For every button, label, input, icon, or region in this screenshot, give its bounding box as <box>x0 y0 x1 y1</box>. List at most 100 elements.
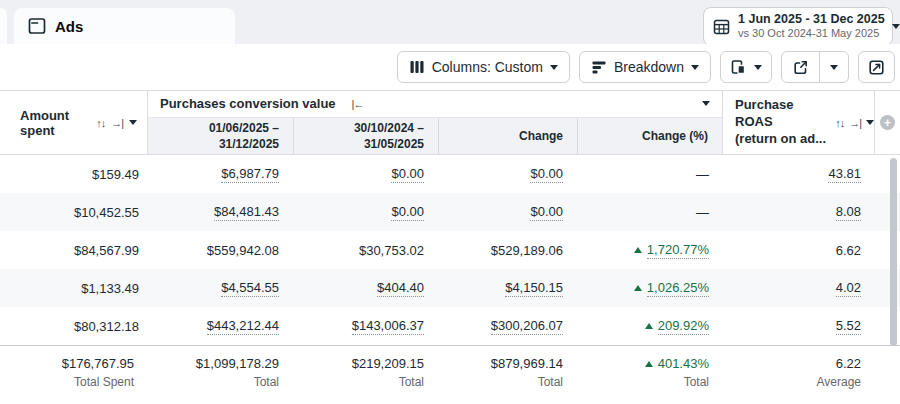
columns-button[interactable]: Columns: Custom <box>397 51 570 83</box>
date-range-primary: 1 Jun 2025 - 31 Dec 2025 <box>738 12 885 28</box>
cell-purchase-roas: 4.02 <box>723 269 875 307</box>
export-options-button[interactable] <box>820 52 848 82</box>
previous-period-line2: 31/05/2025 <box>364 136 424 152</box>
table-row: $80,312.18 $443,212.44 $143,006.37 $300,… <box>0 307 900 345</box>
pin-left-icon[interactable]: |← <box>352 98 364 110</box>
cell-current-value: $4,554.55 <box>148 269 293 307</box>
subcolumn-current-period[interactable]: 01/06/2025 – 31/12/2025 <box>148 118 293 154</box>
cell-change-percent: — <box>577 155 723 193</box>
chevron-down-icon[interactable] <box>866 120 874 125</box>
previous-period-line1: 30/10/2024 – <box>354 120 424 136</box>
subcolumn-change[interactable]: Change <box>438 118 577 154</box>
chevron-down-icon <box>892 24 900 29</box>
total-current-value: $1,099,178.29 Total <box>148 346 293 404</box>
reports-icon <box>730 59 747 76</box>
cell-previous-value: $30,753.02 <box>293 231 438 269</box>
chevron-down-icon <box>830 65 838 70</box>
table-row: $84,567.99 $559,942.08 $30,753.02 $529,1… <box>0 231 900 269</box>
cell-amount-spent: $159.49 <box>0 155 148 193</box>
window-icon <box>28 17 46 35</box>
vertical-scrollbar[interactable] <box>890 158 897 346</box>
subcolumn-previous-period[interactable]: 30/10/2024 – 31/05/2025 <box>293 118 438 154</box>
total-previous-value: $219,209.15 Total <box>293 346 438 404</box>
cell-change-percent: 1,720.77% <box>577 231 723 269</box>
ads-manager-report: Ads 1 Jun 2025 - 31 Dec 2025 vs 30 Oct 2… <box>0 0 900 404</box>
trend-up-icon <box>645 323 653 329</box>
roas-header-line1: Purchase ROAS <box>735 97 828 131</box>
cell-amount-spent: $84,567.99 <box>0 231 148 269</box>
cell-previous-value: $0.00 <box>293 155 438 193</box>
reports-button[interactable] <box>720 51 772 83</box>
current-period-line2: 31/12/2025 <box>219 136 279 152</box>
table-row: $10,452.55 $84,481.43 $0.00 $0.00 — 8.08 <box>0 193 900 231</box>
add-column-icon[interactable]: + <box>880 115 895 130</box>
amount-spent-header-label: Amount spent <box>20 108 90 138</box>
freeze-column-icon[interactable]: →| <box>849 117 861 129</box>
subcolumn-change-percent[interactable]: Change (%) <box>577 118 722 154</box>
add-column-area: + <box>875 91 900 154</box>
cell-previous-value: $404.40 <box>293 269 438 307</box>
cell-change-percent: 209.92% <box>577 307 723 345</box>
total-change-percent: 401.43% Total <box>577 346 723 404</box>
cell-amount-spent: $10,452.55 <box>0 193 148 231</box>
cell-change-percent: — <box>577 193 723 231</box>
cell-amount-spent: $80,312.18 <box>0 307 148 345</box>
date-range-comparison: vs 30 Oct 2024-31 May 2025 <box>738 27 885 41</box>
freeze-column-icon[interactable]: →| <box>111 117 123 129</box>
chevron-down-icon <box>691 65 699 70</box>
trend-up-icon <box>634 285 642 291</box>
chevron-down-icon <box>754 65 762 70</box>
roas-header-line2: (return on ad... <box>735 131 828 148</box>
current-period-line1: 01/06/2025 – <box>209 120 279 136</box>
cell-current-value: $84,481.43 <box>148 193 293 231</box>
trend-up-icon <box>634 247 642 253</box>
column-group-purchases-conversion: Purchases conversion value |← 01/06/2025… <box>148 91 723 154</box>
column-header-amount-spent[interactable]: Amount spent ↑↓ →| <box>0 91 148 154</box>
cell-purchase-roas: 8.08 <box>723 193 875 231</box>
cell-change: $4,150.15 <box>438 269 577 307</box>
date-range-picker[interactable]: 1 Jun 2025 - 31 Dec 2025 vs 30 Oct 2024-… <box>703 7 893 46</box>
breakdown-button[interactable]: Breakdown <box>579 51 711 83</box>
cell-change: $529,189.06 <box>438 231 577 269</box>
cell-purchase-roas: 5.52 <box>723 307 875 345</box>
cell-previous-value: $0.00 <box>293 193 438 231</box>
spacer-cell <box>875 346 900 404</box>
total-amount-spent: $176,767.95 Total Spent <box>0 346 148 404</box>
table-body: $159.49 $6,987.79 $0.00 $0.00 — 43.81 $1… <box>0 155 900 345</box>
export-button[interactable] <box>782 52 819 82</box>
cell-amount-spent: $1,133.49 <box>0 269 148 307</box>
tab-ads[interactable]: Ads <box>14 8 235 44</box>
sort-icon[interactable]: ↑↓ <box>96 117 105 129</box>
table-row: $1,133.49 $4,554.55 $404.40 $4,150.15 1,… <box>0 269 900 307</box>
cell-change: $300,206.07 <box>438 307 577 345</box>
columns-icon <box>409 59 425 75</box>
chevron-down-icon[interactable] <box>702 101 710 106</box>
breakdown-icon <box>591 59 607 75</box>
export-icon <box>792 59 809 76</box>
chevron-down-icon <box>550 65 558 70</box>
cell-purchase-roas: 6.62 <box>723 231 875 269</box>
column-header-purchase-roas[interactable]: Purchase ROAS (return on ad... ↑↓ →| <box>723 91 875 154</box>
top-tab-bar: Ads 1 Jun 2025 - 31 Dec 2025 vs 30 Oct 2… <box>0 0 900 44</box>
adjacent-tab-edge[interactable] <box>0 8 7 44</box>
table-row: $159.49 $6,987.79 $0.00 $0.00 — 43.81 <box>0 155 900 193</box>
cell-current-value: $559,942.08 <box>148 231 293 269</box>
group-header-row[interactable]: Purchases conversion value |← <box>148 91 722 117</box>
total-change: $879,969.14 Total <box>438 346 577 404</box>
calendar-icon <box>712 17 731 36</box>
cell-current-value: $6,987.79 <box>148 155 293 193</box>
chevron-down-icon[interactable] <box>129 120 137 125</box>
table-header: Amount spent ↑↓ →| Purchases conversion … <box>0 90 900 155</box>
cell-change-percent: 1,026.25% <box>577 269 723 307</box>
view-charts-button[interactable] <box>858 51 895 83</box>
tab-ads-label: Ads <box>55 18 83 35</box>
change-header-label: Change <box>519 128 563 144</box>
table-toolbar: Columns: Custom Breakdown <box>0 44 900 90</box>
total-purchase-roas: 6.22 Average <box>723 346 875 404</box>
subcolumn-header-row: 01/06/2025 – 31/12/2025 30/10/2024 – 31/… <box>148 117 722 154</box>
export-split-button <box>781 51 849 83</box>
cell-previous-value: $143,006.37 <box>293 307 438 345</box>
cell-change: $0.00 <box>438 193 577 231</box>
sort-icon[interactable]: ↑↓ <box>835 117 844 129</box>
trend-chart-icon <box>868 59 885 76</box>
